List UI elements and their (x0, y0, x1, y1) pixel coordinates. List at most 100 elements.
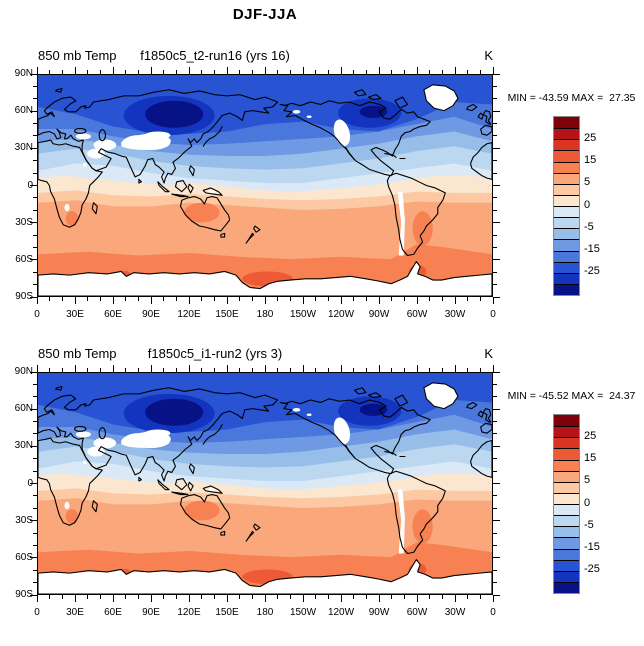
y-axis-tick (493, 544, 497, 546)
x-axis-tick-label: 60W (406, 309, 428, 320)
x-axis-tick (416, 365, 418, 372)
x-axis-tick (429, 70, 431, 74)
x-axis-tick-label: 90E (142, 309, 160, 320)
y-axis-tick-label: 60N (14, 105, 33, 117)
y-axis-tick (493, 172, 497, 174)
units-label: K (484, 48, 493, 63)
y-axis-tick (33, 197, 37, 199)
y-axis-tick (493, 557, 500, 559)
x-axis-tick (201, 595, 203, 599)
x-axis-tick-label: 90W (368, 309, 390, 320)
x-axis-tick-label: 180 (256, 607, 274, 618)
x-axis-tick (302, 67, 304, 74)
y-axis-tick (30, 185, 37, 186)
x-axis-tick-label: 0 (34, 607, 40, 618)
contour-bands (38, 373, 492, 594)
colorbar-segment (554, 481, 579, 493)
x-axis-tick (289, 70, 291, 74)
x-axis-tick (74, 297, 76, 304)
x-axis-tick (87, 70, 89, 74)
y-axis-tick (493, 433, 497, 435)
x-axis-tick (112, 595, 114, 602)
y-axis-tick (30, 296, 37, 298)
x-axis-tick-label: 0 (34, 309, 40, 320)
x-axis-tick (441, 297, 443, 301)
x-axis-tick (61, 368, 63, 372)
colorbar-tick-label: -15 (584, 243, 600, 255)
run-label: f1850c5_t2-run16 (yrs 16) (140, 48, 290, 63)
x-axis-tick-label: 30W (444, 607, 466, 618)
y-axis-tick (493, 470, 497, 472)
colorbar (553, 414, 580, 594)
y-axis-tick (493, 408, 500, 410)
min-max-annotation: MIN = -43.59 MAX = 27.35 (507, 92, 636, 104)
x-axis-tick (36, 67, 38, 74)
x-axis-tick-label: 150W (289, 607, 317, 618)
colorbar-segment (554, 183, 579, 195)
colorbar-segment (554, 272, 579, 284)
x-axis-tick (251, 368, 253, 372)
coastlines (38, 387, 492, 554)
x-axis-tick (327, 297, 329, 301)
x-axis-tick (479, 595, 481, 599)
x-axis-tick (340, 595, 342, 602)
x-axis-tick-label: 60E (104, 607, 122, 618)
x-axis-tick (125, 70, 127, 74)
units-label: K (484, 346, 493, 361)
y-axis-tick (33, 495, 37, 497)
x-axis-tick (378, 365, 380, 372)
colorbar-segment (554, 261, 579, 273)
x-axis-tick (175, 595, 177, 599)
x-axis-tick (36, 297, 38, 304)
x-axis-tick (302, 297, 304, 304)
x-axis-tick (239, 297, 241, 301)
x-axis-tick (99, 595, 101, 599)
y-axis-tick (33, 271, 37, 273)
x-axis-tick (315, 368, 317, 372)
y-axis-tick (30, 259, 37, 261)
x-axis-tick (74, 67, 76, 74)
y-axis-tick (30, 147, 37, 149)
y-axis-tick-label: 60S (15, 253, 33, 265)
y-axis-tick (493, 284, 497, 286)
colorbar-segment (554, 283, 579, 295)
colorbar-segment (554, 559, 579, 571)
x-axis-tick (403, 297, 405, 301)
x-axis-tick (353, 70, 355, 74)
y-axis-tick (33, 582, 37, 584)
y-axis-tick (493, 520, 500, 522)
x-axis-tick-label: 90W (368, 607, 390, 618)
x-axis-tick (150, 595, 152, 602)
greenland-landmass (424, 383, 458, 409)
x-axis-tick (163, 297, 165, 301)
y-axis-tick (30, 445, 37, 447)
y-axis-tick-label: 90N (14, 366, 33, 377)
colorbar-segment (554, 459, 579, 471)
colorbar-tick-label: 15 (584, 154, 597, 166)
x-axis-tick (277, 70, 279, 74)
colorbar-segment (554, 128, 579, 140)
x-axis-tick (353, 297, 355, 301)
x-axis-tick (315, 70, 317, 74)
x-axis-tick (125, 297, 127, 301)
x-axis-tick (454, 365, 456, 372)
x-axis-tick (150, 365, 152, 372)
y-axis-tick (493, 123, 497, 125)
x-axis-tick (391, 595, 393, 599)
x-axis-tick (74, 365, 76, 372)
greenland-landmass (424, 85, 458, 111)
colorbar-segment (554, 470, 579, 482)
y-axis-tick (33, 123, 37, 125)
colorbar-tick-label: 0 (584, 198, 591, 211)
x-axis-tick (429, 595, 431, 599)
y-axis-tick-label: 90N (14, 68, 33, 79)
colorbar-segment (554, 250, 579, 262)
x-axis-tick-label: 120E (177, 309, 201, 320)
y-axis-tick-label: 30S (15, 514, 33, 526)
x-axis-tick (99, 368, 101, 372)
x-axis-tick (403, 70, 405, 74)
x-axis-tick-label: 150W (289, 309, 317, 320)
x-axis-tick-label: 0 (490, 607, 496, 618)
y-axis-tick (33, 507, 37, 509)
x-axis-tick (175, 297, 177, 301)
